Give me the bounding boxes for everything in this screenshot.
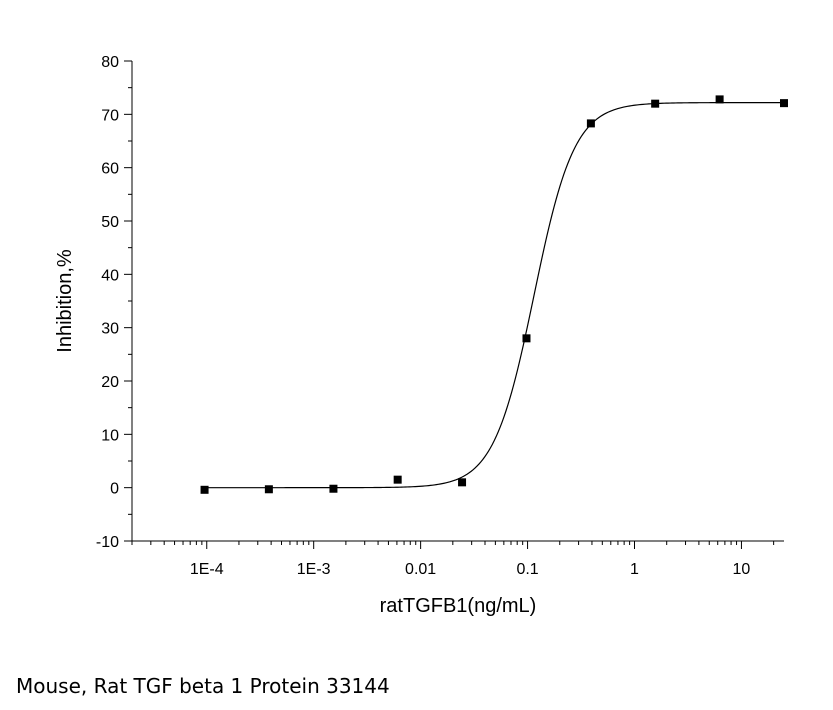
y-tick-label: 40 <box>101 267 119 284</box>
y-tick-label: -10 <box>96 534 119 551</box>
data-point <box>329 484 338 493</box>
data-point <box>200 485 209 494</box>
data-point <box>715 95 724 104</box>
y-axis-title: Inhibition,% <box>54 249 76 353</box>
y-tick-label: 80 <box>101 54 119 71</box>
x-tick-label: 0.1 <box>516 561 538 578</box>
y-tick-label: 30 <box>101 321 119 338</box>
y-tick-label: 20 <box>101 374 119 391</box>
x-tick-label: 1E-4 <box>190 561 224 578</box>
data-point <box>522 334 531 343</box>
y-tick-label: 10 <box>101 427 119 444</box>
x-tick-label: 0.01 <box>405 561 436 578</box>
fit-curve-layer <box>204 102 784 489</box>
data-point <box>458 478 467 487</box>
x-axis-title: ratTGFB1(ng/mL) <box>380 595 537 617</box>
data-point <box>393 475 402 484</box>
y-tick-label: 0 <box>110 481 119 498</box>
data-point <box>586 119 595 128</box>
figure-caption: Mouse, Rat TGF beta 1 Protein 33144 <box>16 674 390 698</box>
chart: -10 0 10 20 30 40 50 60 70 80 1E-4 1E-3 0.01 0.1 1 10 r… <box>54 54 788 617</box>
data-points-layer <box>200 95 788 494</box>
y-tick-label: 70 <box>101 107 119 124</box>
y-tick-label: 50 <box>101 214 119 231</box>
plot-axes: -10 0 10 20 30 40 50 60 70 80 1E-4 1E-3 0.01 0.1 1 10 <box>96 54 784 578</box>
data-point <box>264 485 273 494</box>
y-tick-label: 60 <box>101 161 119 178</box>
data-point <box>651 99 660 108</box>
fit-curve <box>204 102 784 489</box>
x-tick-label: 10 <box>733 561 751 578</box>
x-tick-label: 1 <box>630 561 639 578</box>
data-point <box>780 99 788 108</box>
x-tick-label: 1E-3 <box>297 561 331 578</box>
